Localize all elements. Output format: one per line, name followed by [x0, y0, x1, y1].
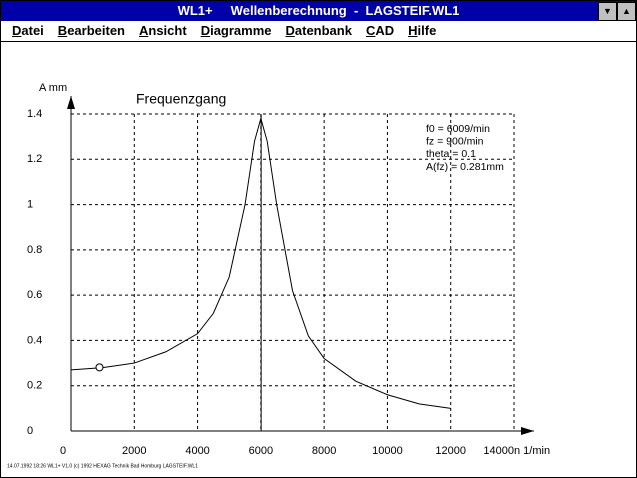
y-tick-label: 1.2	[27, 153, 42, 165]
chart: 0 0.2 0.4 0.6 0.8 1 1.2 1.4 0 2000 4000 6000 8000 100…	[7, 82, 550, 469]
y-tick-label: 0.6	[27, 289, 42, 301]
x-tick-label: 8000	[312, 445, 336, 457]
x-axis-arrow	[521, 427, 534, 435]
curve	[70, 116, 451, 409]
chart-title: Frequenzgang	[136, 91, 226, 107]
annotation: theta = 0.1	[426, 148, 476, 160]
y-tick-label: 0.2	[27, 380, 42, 392]
y-tick-label: 0.8	[27, 244, 42, 256]
menu-item[interactable]: Datei	[12, 23, 44, 38]
y-axis-label: A mm	[39, 82, 67, 94]
x-tick-label: 14000	[483, 445, 514, 457]
minimize-button[interactable]: ▼	[598, 2, 617, 21]
annotation: f0 = 6009/min	[426, 123, 490, 135]
title-bar: WL1+ Wellenberechnung - LAGSTEIF.WL1	[1, 1, 636, 21]
menu-item[interactable]: Hilfe	[408, 23, 437, 38]
annotation: fz = 900/min	[426, 135, 484, 147]
y-tick-label: 0.4	[27, 334, 42, 346]
y-tick-label: 0	[27, 425, 33, 437]
x-tick-label: 6000	[249, 445, 273, 457]
marker	[95, 363, 104, 372]
menu-item[interactable]: Diagramme	[200, 23, 272, 38]
x-tick-label: 10000	[372, 445, 403, 457]
menu-item[interactable]: Datenbank	[285, 23, 352, 38]
x-axis-label: n 1/min	[514, 445, 550, 457]
y-tick-label: 1.4	[27, 108, 42, 120]
y-tick-label: 1	[27, 198, 33, 210]
menu-item[interactable]: Ansicht	[139, 23, 187, 38]
x-tick-label: 4000	[185, 445, 209, 457]
menu-item[interactable]: Bearbeiten	[57, 23, 125, 38]
x-tick-label: 0	[60, 445, 66, 457]
maximize-button[interactable]: ▲	[617, 2, 636, 21]
x-tick-label: 2000	[122, 445, 146, 457]
menu-item[interactable]: CAD	[365, 23, 395, 38]
menu-bar: Datei Bearbeiten Ansicht Diagramme Datenbank…	[1, 21, 636, 42]
x-tick-label: 12000	[435, 445, 466, 457]
y-axis-arrow	[67, 96, 75, 109]
footer: 14.07.1992 18:26 WL1+ V1.0 (c) 1992 HEXA…	[7, 463, 198, 469]
annotation: A(fz) = 0.281mm	[426, 161, 504, 173]
